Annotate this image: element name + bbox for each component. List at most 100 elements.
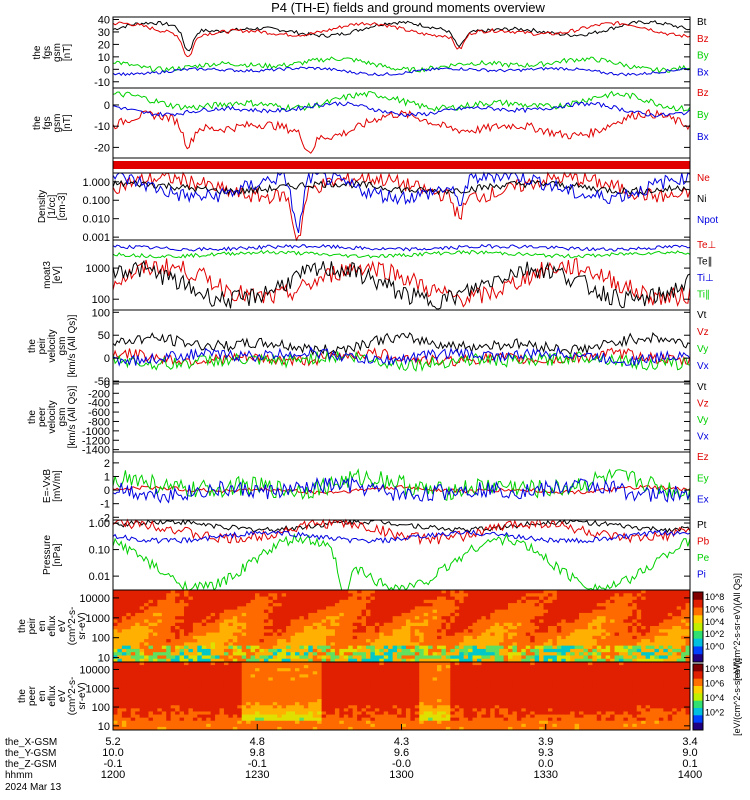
- heatmap-cell: [490, 593, 496, 598]
- heatmap-cell: [294, 668, 300, 672]
- heatmap-cell: [618, 645, 624, 650]
- heatmap-cell: [388, 692, 394, 697]
- heatmap-cell: [130, 711, 136, 716]
- heatmap-cell: [201, 677, 207, 682]
- heatmap-cell: [556, 603, 562, 607]
- heatmap-cell: [450, 626, 456, 630]
- heatmap-cell: [228, 723, 234, 728]
- heatmap-cell: [414, 642, 420, 647]
- heatmap-cell: [650, 616, 655, 620]
- heatmap-cell: [534, 645, 540, 650]
- heatmap-cell: [219, 616, 225, 620]
- heatmap-cell: [632, 596, 638, 601]
- heatmap-cell: [152, 606, 158, 611]
- heatmap-cell: [308, 635, 314, 640]
- y-tick-label: 10: [98, 653, 110, 665]
- heatmap-cell: [170, 662, 176, 666]
- heatmap-cell: [445, 717, 451, 722]
- heatmap-cell: [259, 616, 265, 620]
- heatmap-cell: [308, 642, 314, 647]
- heatmap-cell: [579, 648, 584, 653]
- heatmap-cell: [454, 642, 460, 647]
- heatmap-cell: [423, 629, 429, 634]
- heatmap-cell: [574, 590, 580, 594]
- heatmap-cell: [437, 639, 442, 643]
- heatmap-cell: [410, 726, 416, 731]
- heatmap-cell: [121, 692, 127, 697]
- heatmap-cell: [290, 717, 296, 722]
- heatmap-cell: [232, 655, 238, 660]
- heatmap-cell: [401, 714, 407, 719]
- heatmap-cell: [326, 648, 331, 653]
- heatmap-cell: [339, 726, 345, 731]
- heatmap-cell: [361, 668, 367, 672]
- heatmap-cell: [592, 632, 598, 637]
- heatmap-cell: [468, 619, 474, 624]
- heatmap-cell: [117, 674, 123, 678]
- heatmap-cell: [410, 671, 416, 675]
- series-line-pe: [112, 533, 691, 592]
- heatmap-cell: [365, 612, 371, 617]
- heatmap-cell: [370, 671, 376, 675]
- heatmap-cell: [312, 720, 318, 725]
- heatmap-cell: [286, 609, 292, 614]
- y-label-line: moat3: [42, 261, 53, 289]
- heatmap-cell: [459, 720, 465, 725]
- heatmap-cell: [241, 648, 247, 653]
- heatmap-cell: [423, 686, 429, 691]
- heatmap-cell: [219, 686, 225, 691]
- y-label-line: [1/cc]: [47, 194, 58, 218]
- heatmap-cell: [450, 689, 456, 694]
- heatmap-cell: [188, 680, 194, 685]
- heatmap-cell: [508, 626, 513, 630]
- heatmap-cell: [215, 639, 221, 643]
- heatmap-cell: [113, 609, 118, 614]
- heatmap-cell: [419, 639, 425, 643]
- heatmap-cell: [459, 603, 465, 607]
- heatmap-cell: [419, 612, 425, 617]
- heatmap-cell: [157, 702, 163, 706]
- heatmap-cell: [188, 665, 194, 669]
- heatmap-cell: [343, 671, 349, 675]
- heatmap-cell: [113, 708, 118, 712]
- heatmap-cell: [583, 622, 589, 627]
- heatmap-cell: [303, 689, 309, 694]
- heatmap-cell: [432, 655, 438, 660]
- heatmap-cell: [148, 642, 154, 647]
- heatmap-cell: [445, 652, 451, 656]
- heatmap-cell: [561, 619, 567, 624]
- heatmap-cell: [223, 662, 229, 666]
- heatmap-cell: [334, 612, 340, 617]
- heatmap-cell: [170, 606, 176, 611]
- heatmap-cell: [663, 639, 669, 643]
- heatmap-cell: [681, 648, 687, 653]
- heatmap-cell: [281, 655, 287, 660]
- heatmap-cell: [188, 635, 194, 640]
- heatmap-cell: [645, 639, 651, 643]
- heatmap-cell: [215, 699, 221, 703]
- heatmap-cell: [490, 665, 496, 669]
- heatmap-cell: [268, 612, 274, 617]
- heatmap-cell: [485, 655, 491, 660]
- heatmap-cell: [317, 603, 323, 607]
- heatmap-cell: [223, 596, 229, 601]
- heatmap-cell: [423, 705, 429, 709]
- heatmap-cell: [357, 723, 363, 728]
- heatmap-cell: [392, 590, 398, 594]
- heatmap-cell: [370, 609, 376, 614]
- heatmap-cell: [121, 645, 127, 650]
- heatmap-cell: [339, 603, 345, 607]
- heatmap-cell: [476, 662, 482, 666]
- heatmap-cell: [192, 723, 198, 728]
- heatmap-cell: [170, 683, 176, 688]
- heatmap-cell: [601, 652, 607, 656]
- heatmap-cell: [650, 599, 655, 604]
- heatmap-cell: [472, 596, 478, 601]
- heatmap-cell: [330, 705, 336, 709]
- heatmap-cell: [423, 593, 429, 598]
- heatmap-cell: [263, 609, 269, 614]
- heatmap-cell: [454, 645, 460, 650]
- heatmap-cell: [481, 689, 487, 694]
- heatmap-cell: [450, 668, 456, 672]
- heatmap-cell: [432, 699, 438, 703]
